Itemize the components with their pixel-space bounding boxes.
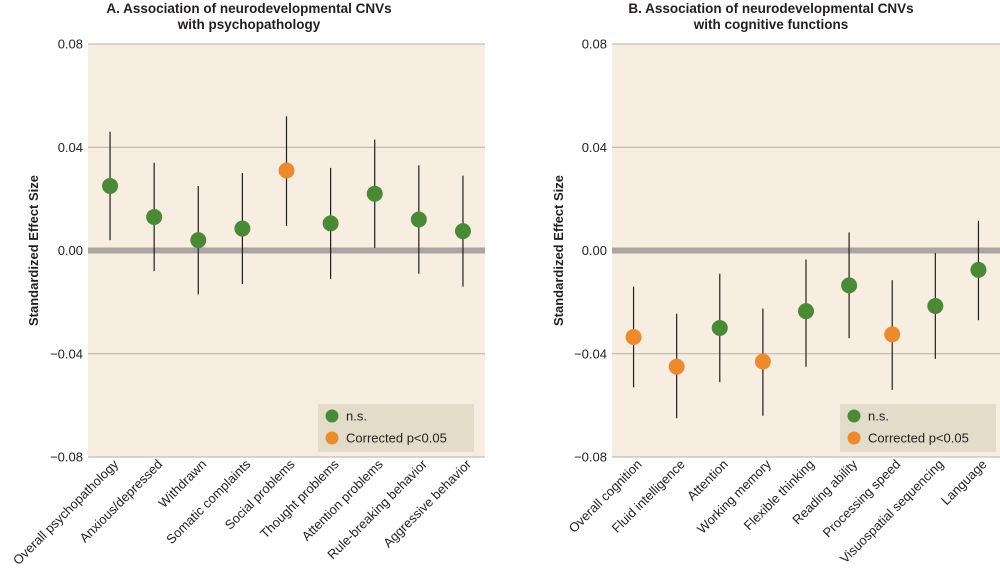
data-point: [884, 326, 901, 343]
x-tick-label: Anxious/depressed: [76, 457, 165, 546]
data-point: [454, 223, 471, 240]
x-tick-label: Fluid intelligence: [609, 457, 688, 536]
legend-label-ns: n.s.: [868, 409, 889, 424]
data-point: [841, 277, 858, 294]
y-tick-label: 0.08: [582, 37, 607, 52]
panel-b: 0.08 0.04 0.00 −0.04 −0.08 B. Association of …: [551, 1, 1000, 566]
data-point: [102, 177, 119, 194]
data-point: [798, 303, 814, 320]
legend-box: [840, 404, 996, 452]
legend-marker-sig: [847, 431, 861, 445]
data-point: [190, 232, 207, 249]
y-tick-label: 0.04: [582, 140, 607, 155]
data-point: [322, 215, 339, 232]
x-tick-label: Attention problems: [299, 456, 387, 544]
legend-label-ns: n.s.: [346, 409, 367, 424]
y-tick-label: −0.04: [50, 346, 83, 361]
legend-box: [318, 404, 474, 452]
y-tick-label: −0.04: [574, 346, 607, 361]
x-tick-label: Language: [938, 457, 990, 509]
x-tick-label: Working memory: [694, 456, 774, 536]
x-tick-label: Processing speed: [820, 457, 904, 541]
x-tick-label: Aggressive behavior: [380, 456, 474, 550]
data-point: [970, 261, 987, 278]
panel-a: 0.08 0.04 0.00 −0.04 −0.08 A. Association of …: [10, 1, 485, 568]
y-tick-label: 0.00: [582, 243, 607, 258]
y-tick-label: −0.08: [50, 450, 83, 465]
legend-label-sig: Corrected p<0.05: [346, 431, 447, 446]
x-tick-label: Somatic complaints: [163, 456, 254, 547]
chart-title: with cognitive functions: [693, 17, 849, 32]
data-point: [711, 319, 728, 336]
x-tick-label: Thought problems: [257, 456, 342, 541]
data-point: [625, 328, 642, 345]
legend-label-sig: Corrected p<0.05: [868, 431, 969, 446]
legend-marker-ns: [325, 409, 339, 423]
legend-marker-sig: [325, 431, 339, 445]
data-point: [366, 185, 383, 202]
y-tick-label: 0.00: [58, 243, 83, 258]
y-tick-label: 0.08: [58, 37, 83, 52]
x-tick-label: Overall cognition: [566, 457, 645, 536]
data-point: [668, 358, 685, 375]
data-point: [234, 220, 251, 237]
y-axis-label: Standardized Effect Size: [551, 175, 566, 326]
y-tick-label: −0.08: [574, 450, 607, 465]
y-tick-label: 0.04: [58, 140, 83, 155]
data-point: [410, 211, 427, 228]
chart-title: A. Association of neurodevelopmental CNV…: [106, 1, 391, 16]
chart-title: B. Association of neurodevelopmental CNV…: [628, 1, 913, 16]
data-point: [278, 162, 295, 179]
y-axis-label: Standardized Effect Size: [26, 175, 41, 326]
data-point: [754, 353, 771, 370]
data-point: [146, 208, 163, 225]
data-point: [927, 297, 944, 314]
legend-marker-ns: [847, 409, 861, 423]
chart-title: with psychopathology: [177, 17, 321, 32]
